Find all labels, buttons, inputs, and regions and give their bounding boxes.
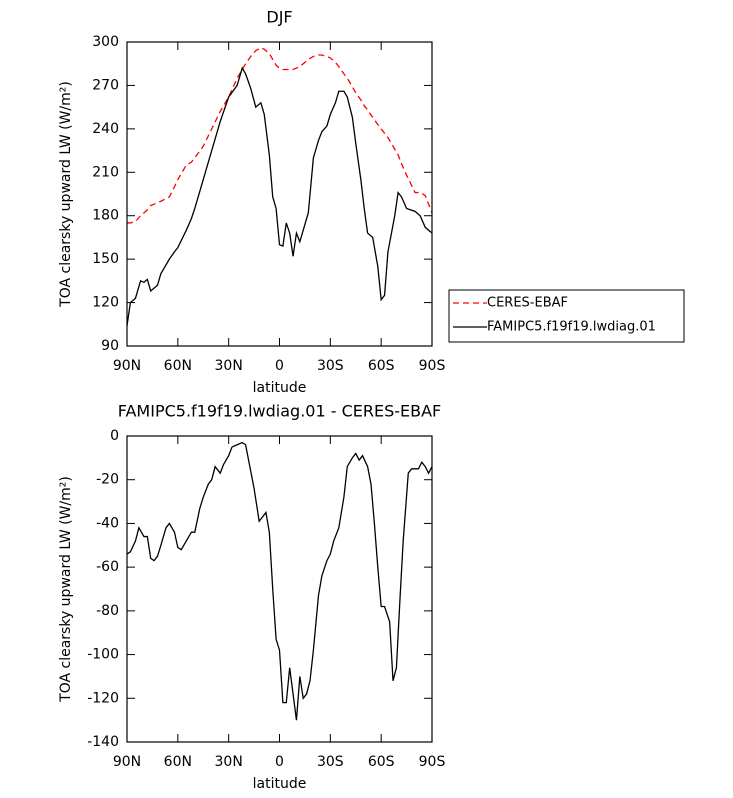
x-tick-label: 90S [419,358,446,374]
y-tick-label: 300 [92,34,119,50]
x-tick-label: 60N [164,754,192,770]
data-line [126,441,433,721]
plot-frame [126,41,433,347]
x-tick-label: 90S [419,754,446,770]
chart-title: FAMIPC5.f19f19.lwdiag.01 - CERES-EBAF [118,402,442,421]
y-tick-label: 120 [92,295,119,311]
legend-box [448,289,685,343]
data-line [126,66,433,326]
y-axis-label: TOA clearsky upward LW (W/m²) [58,476,74,703]
y-tick-label: 270 [92,77,119,93]
y-tick-label: -80 [96,603,119,619]
legend-label: FAMIPC5.f19f19.lwdiag.01 [487,320,656,335]
y-tick-label: 240 [92,121,119,137]
y-tick-label: -100 [87,647,119,663]
y-tick-label: 150 [92,251,119,267]
x-tick-label: 0 [275,358,284,374]
x-tick-label: 90N [113,358,141,374]
x-tick-label: 30S [317,358,344,374]
y-axis-label: TOA clearsky upward LW (W/m²) [58,81,74,308]
y-tick-label: 90 [101,338,119,354]
y-tick-label: -20 [96,472,119,488]
x-tick-label: 30S [317,754,344,770]
y-tick-label: -60 [96,559,119,575]
x-tick-label: 60S [368,358,395,374]
y-tick-label: 0 [110,428,119,444]
x-axis-label: latitude [253,380,307,396]
y-tick-label: 180 [92,208,119,224]
x-tick-label: 60S [368,754,395,770]
x-tick-label: 60N [164,358,192,374]
chart-title: DJF [266,8,292,27]
plot-frame [126,435,433,743]
y-tick-label: -120 [87,690,119,706]
x-tick-label: 0 [275,754,284,770]
y-tick-label: -140 [87,734,119,750]
x-tick-label: 90N [113,754,141,770]
x-tick-label: 30N [215,358,243,374]
data-line [127,47,433,224]
legend-label: CERES-EBAF [487,296,568,311]
y-tick-label: -40 [96,515,119,531]
y-tick-label: 210 [92,164,119,180]
x-axis-label: latitude [253,776,307,792]
x-tick-label: 30N [215,754,243,770]
